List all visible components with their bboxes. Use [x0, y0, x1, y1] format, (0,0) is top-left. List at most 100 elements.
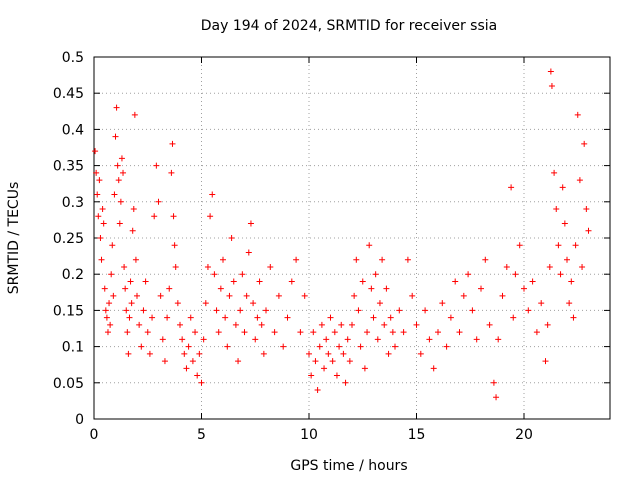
data-point — [271, 329, 278, 336]
data-point — [159, 336, 166, 343]
data-point — [179, 336, 186, 343]
data-point — [196, 350, 203, 357]
data-point — [106, 300, 113, 307]
data-point — [355, 307, 362, 314]
data-point — [338, 321, 345, 328]
data-point — [220, 256, 226, 263]
data-points — [92, 68, 592, 401]
data-point — [447, 314, 454, 321]
data-point — [321, 365, 328, 372]
data-point — [555, 242, 562, 249]
data-point — [368, 285, 375, 292]
data-point — [226, 292, 233, 299]
data-point — [93, 169, 100, 176]
data-point — [183, 365, 190, 372]
data-point — [187, 314, 194, 321]
data-point — [181, 350, 188, 357]
data-point — [123, 307, 130, 314]
data-point — [168, 169, 175, 176]
y-axis-label: SRMTID / TECUs — [6, 182, 22, 295]
data-point — [111, 191, 118, 198]
data-point — [192, 329, 199, 336]
data-point — [413, 321, 420, 328]
data-point — [120, 169, 127, 176]
data-point — [97, 235, 104, 241]
data-point — [336, 343, 343, 350]
x-tick-label: 20 — [515, 427, 533, 443]
data-point — [260, 350, 267, 357]
y-tick-label: 0.25 — [53, 231, 84, 247]
data-point — [293, 256, 300, 263]
data-point — [228, 235, 235, 241]
data-point — [112, 133, 119, 140]
data-point — [136, 321, 143, 328]
data-point — [96, 177, 103, 184]
data-point — [126, 314, 133, 321]
data-point — [198, 379, 205, 386]
data-point — [92, 148, 99, 155]
data-point — [128, 300, 135, 307]
data-point — [284, 314, 291, 321]
data-point — [161, 358, 168, 365]
data-point — [185, 343, 192, 350]
y-tick-label: 0.5 — [62, 50, 84, 66]
y-tick-label: 0.2 — [62, 267, 84, 283]
data-point — [127, 278, 134, 285]
y-tick-label: 0.45 — [53, 86, 84, 102]
x-tick-label: 0 — [90, 427, 99, 443]
data-point — [130, 206, 137, 213]
data-point — [521, 285, 527, 292]
data-point — [374, 336, 381, 343]
data-point — [495, 336, 502, 343]
data-point — [142, 278, 149, 285]
data-point — [426, 336, 433, 343]
data-point — [566, 300, 573, 307]
data-point — [387, 314, 394, 321]
data-point — [132, 256, 139, 263]
data-point — [551, 169, 558, 176]
data-point — [125, 350, 132, 357]
axis-ticks: 0 0.05 0.1 0.15 0.2 0.25 0.3 0.35 0.4 0.45 0.5 0 5 10… — [53, 50, 610, 443]
data-point — [258, 321, 265, 328]
data-point — [252, 336, 259, 343]
data-point — [327, 314, 334, 321]
data-point — [574, 111, 581, 118]
data-point — [140, 307, 147, 314]
data-point — [490, 379, 497, 386]
y-tick-label: 0.05 — [53, 376, 84, 392]
data-point — [344, 336, 351, 343]
data-point — [544, 321, 551, 328]
x-axis-label: GPS time / hours — [290, 458, 407, 474]
data-point — [230, 278, 237, 285]
data-point — [121, 263, 128, 270]
chart-title: Day 194 of 2024, SRMTID for receiver ssi… — [201, 18, 497, 34]
data-point — [129, 227, 136, 234]
data-point — [389, 329, 396, 336]
data-point — [314, 387, 321, 394]
data-point — [572, 242, 579, 249]
data-point — [329, 358, 336, 365]
data-point — [331, 329, 338, 336]
data-point — [346, 358, 353, 365]
data-point — [209, 191, 216, 198]
data-point — [146, 350, 153, 357]
data-point — [94, 191, 101, 198]
data-point — [316, 343, 323, 350]
data-point — [171, 242, 178, 249]
data-point — [570, 314, 577, 321]
data-point — [366, 242, 373, 249]
grid-lines — [94, 57, 610, 419]
data-point — [576, 177, 583, 184]
data-point — [585, 227, 592, 234]
data-point — [116, 220, 123, 227]
plot-frame — [93, 56, 611, 420]
data-point — [241, 329, 248, 336]
data-point — [108, 271, 115, 278]
data-point — [553, 206, 560, 213]
data-point — [164, 314, 171, 321]
data-point — [114, 162, 121, 169]
data-point — [516, 242, 523, 249]
data-point — [379, 256, 386, 263]
data-point — [215, 329, 222, 336]
data-point — [340, 350, 347, 357]
